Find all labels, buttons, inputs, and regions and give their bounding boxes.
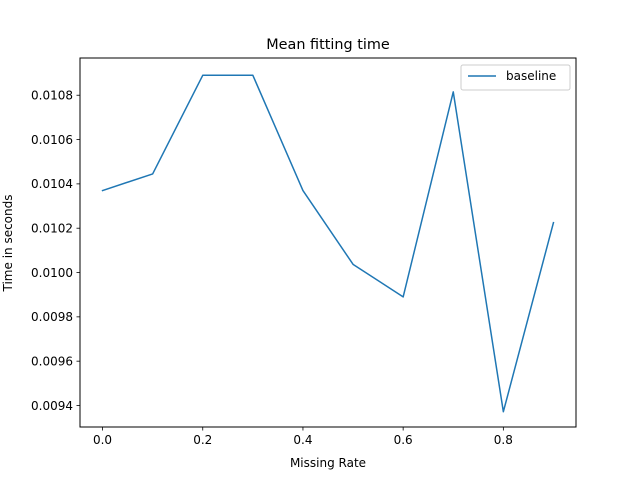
y-axis: 0.0094 0.0096 0.0098 0.0100 0.0102 0.0104 0.01… — [31, 89, 80, 413]
legend: baseline — [461, 65, 570, 90]
x-axis: 0.0 0.2 0.4 0.6 0.8 — [93, 427, 513, 447]
y-tick-label: 0.0096 — [31, 354, 73, 368]
chart-title: Mean fitting time — [266, 37, 390, 53]
series-line-baseline — [103, 75, 554, 411]
y-tick-label: 0.0098 — [31, 310, 73, 324]
y-tick-label: 0.0102 — [31, 222, 73, 236]
y-tick-label: 0.0108 — [31, 89, 73, 103]
legend-label: baseline — [506, 69, 556, 83]
y-tick-label: 0.0104 — [31, 177, 73, 191]
y-tick-label: 0.0100 — [31, 266, 73, 280]
plot-area — [103, 75, 554, 411]
x-tick-label: 0.6 — [394, 433, 413, 447]
x-tick-label: 0.8 — [494, 433, 513, 447]
x-tick-label: 0.0 — [93, 433, 112, 447]
plot-frame — [80, 58, 576, 427]
y-axis-label: Time in seconds — [1, 195, 15, 293]
x-axis-label: Missing Rate — [290, 456, 366, 470]
x-tick-label: 0.4 — [293, 433, 312, 447]
y-tick-label: 0.0106 — [31, 133, 73, 147]
y-tick-label: 0.0094 — [31, 399, 73, 413]
x-tick-label: 0.2 — [193, 433, 212, 447]
